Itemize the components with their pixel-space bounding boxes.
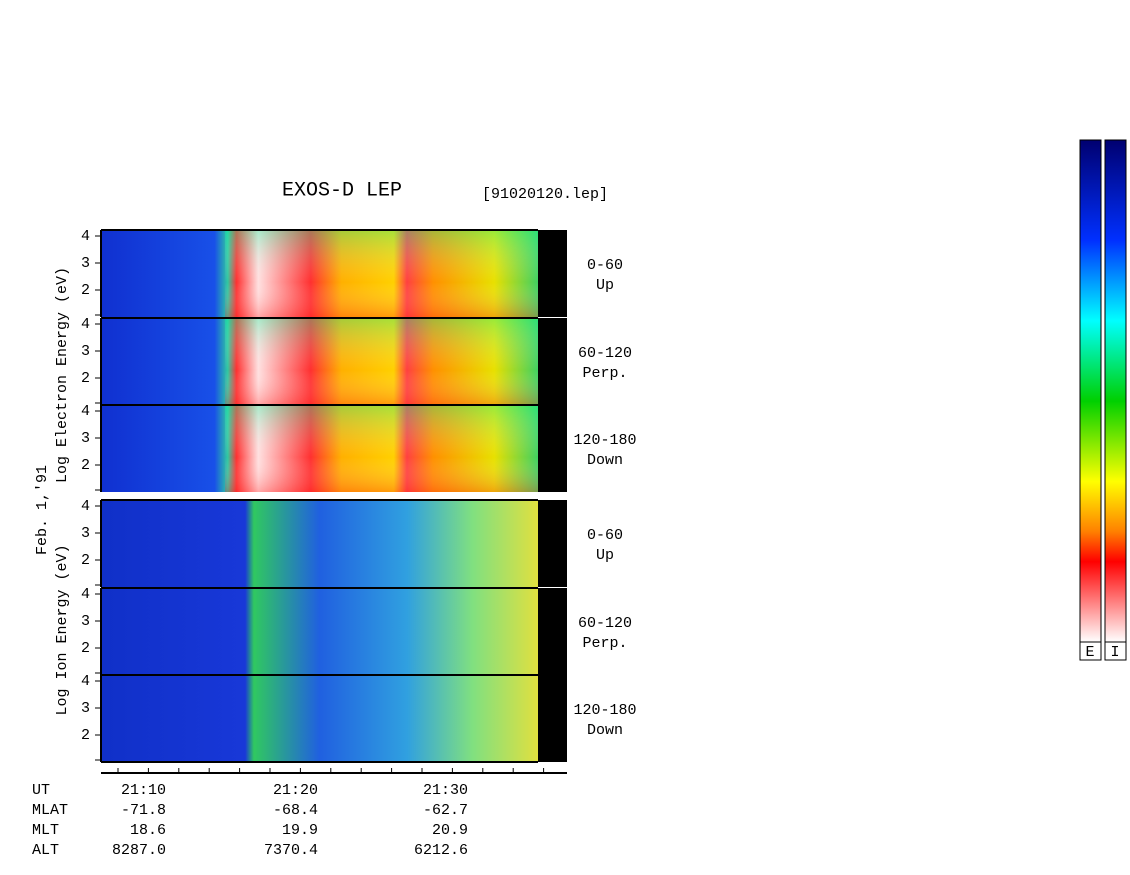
y-tick-label: 2	[81, 457, 90, 474]
row-value: 7370.4	[264, 842, 318, 859]
y-tick-label: 2	[81, 727, 90, 744]
panel-label: 120-180	[573, 432, 636, 449]
y-tick-label: 3	[81, 255, 90, 272]
row-value: -62.7	[423, 802, 468, 819]
panel-label: 0-60	[587, 527, 623, 544]
no-data	[538, 500, 567, 587]
y-tick-label: 2	[81, 640, 90, 657]
y-tick-label: 3	[81, 613, 90, 630]
colorbar-label-box	[1104, 641, 1127, 661]
row-value: 21:30	[423, 782, 468, 799]
row-value: 18.6	[130, 822, 166, 839]
colorbar-label-box	[1079, 641, 1102, 661]
y-tick-label: 3	[81, 430, 90, 447]
y-tick-label: 4	[81, 316, 90, 333]
row-value: -68.4	[273, 802, 318, 819]
no-data	[538, 230, 567, 317]
colorbar-label: E	[1085, 644, 1094, 661]
y-tick-label: 2	[81, 282, 90, 299]
y-tick-label: 3	[81, 343, 90, 360]
electron-axis-label: Log Electron Energy (eV)	[54, 267, 71, 483]
row-value: 21:20	[273, 782, 318, 799]
y-tick-label: 3	[81, 700, 90, 717]
row-value: -71.8	[121, 802, 166, 819]
no-data	[538, 588, 567, 675]
y-tick-label: 4	[81, 403, 90, 420]
row-value: 19.9	[282, 822, 318, 839]
y-tick-label: 2	[81, 370, 90, 387]
row-name: UT	[32, 782, 50, 799]
ion-axis-label: Log Ion Energy (eV)	[54, 544, 71, 715]
row-value: 8287.0	[112, 842, 166, 859]
y-tick-label: 2	[81, 552, 90, 569]
y-tick-label: 4	[81, 498, 90, 515]
y-tick-label: 3	[81, 525, 90, 542]
panel-label: 60-120	[578, 615, 632, 632]
file-name: [91020120.lep]	[482, 186, 608, 203]
colorbar	[1104, 139, 1127, 643]
row-value: 21:10	[121, 782, 166, 799]
spectrogram-shade	[225, 230, 538, 317]
row-value: 20.9	[432, 822, 468, 839]
panel-label: Perp.	[582, 635, 627, 652]
row-value: 6212.6	[414, 842, 468, 859]
row-name: ALT	[32, 842, 59, 859]
panel-label: Down	[587, 722, 623, 739]
y-tick-label: 4	[81, 586, 90, 603]
no-data	[538, 318, 567, 405]
panel-label: 120-180	[573, 702, 636, 719]
panel-label: Up	[596, 277, 614, 294]
no-data	[538, 675, 567, 762]
colorbar	[1079, 139, 1102, 643]
panel-label: Up	[596, 547, 614, 564]
spectrogram	[101, 675, 538, 762]
colorbar-label: I	[1110, 644, 1119, 661]
row-name: MLT	[32, 822, 59, 839]
date: Feb. 1,'91	[34, 465, 51, 555]
title: EXOS-D LEP	[282, 179, 402, 202]
panel-label: 0-60	[587, 257, 623, 274]
panel-label: 60-120	[578, 345, 632, 362]
y-tick-label: 4	[81, 673, 90, 690]
spectrogram	[101, 588, 538, 675]
spectrogram	[101, 500, 538, 587]
y-tick-label: 4	[81, 228, 90, 245]
spectrogram-shade	[225, 318, 538, 405]
row-name: MLAT	[32, 802, 68, 819]
panel-label: Down	[587, 452, 623, 469]
spectrogram-shade	[225, 405, 538, 492]
no-data	[538, 405, 567, 492]
panel-label: Perp.	[582, 365, 627, 382]
